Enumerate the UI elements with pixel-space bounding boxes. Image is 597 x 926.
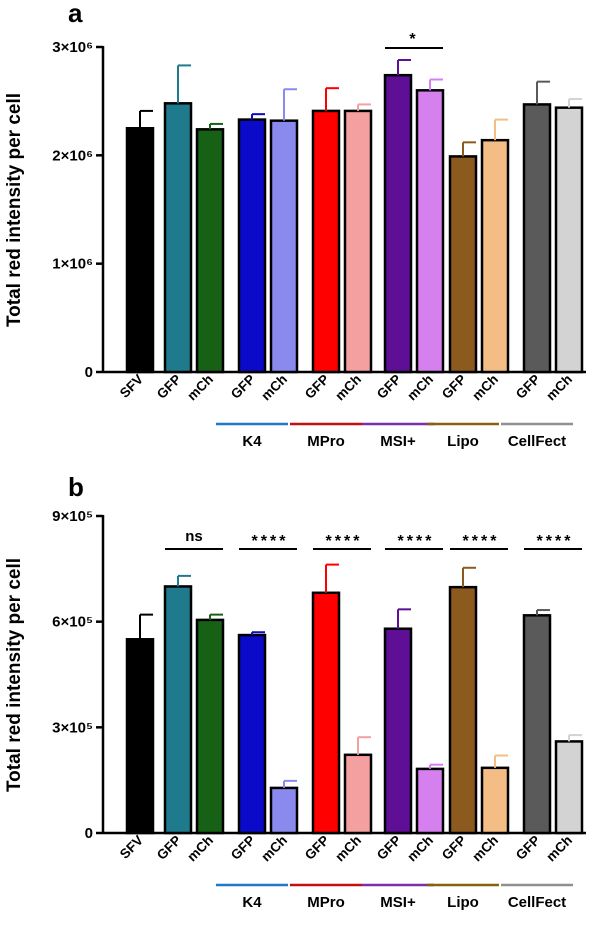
x-tick-label: mCh	[543, 372, 575, 404]
y-axis-label: Total red intensity per cell	[4, 93, 25, 327]
significance-label-0: ns	[185, 528, 203, 545]
x-tick-label: GFP	[374, 372, 404, 402]
bar-6	[343, 753, 373, 835]
y-tick-label: 0	[85, 364, 93, 381]
bar-6	[343, 109, 373, 374]
group-label-1: MPro	[307, 433, 345, 450]
x-tick-label: mCh	[404, 833, 436, 865]
bar-10	[480, 138, 510, 374]
panel-b-letter: b	[68, 472, 84, 502]
bar-4	[269, 786, 299, 835]
y-tick-label: 1×10⁶	[52, 256, 93, 273]
group-label-4: CellFect	[508, 433, 566, 450]
group-label-3: Lipo	[447, 894, 479, 911]
y-tick-label: 3×10⁵	[52, 719, 93, 736]
bar-7	[383, 627, 413, 835]
bar-11	[522, 614, 552, 835]
group-label-1: MPro	[307, 894, 345, 911]
x-tick-label: GFP	[302, 372, 332, 402]
group-label-0: K4	[242, 433, 262, 450]
x-tick-label: GFP	[439, 372, 469, 402]
bar-7	[383, 73, 413, 374]
x-tick-label: GFP	[154, 372, 184, 402]
x-tick-label: GFP	[302, 833, 332, 863]
bar-9	[448, 155, 478, 374]
x-tick-label: mCh	[469, 833, 501, 865]
x-tick-label: mCh	[332, 372, 364, 404]
x-tick-label: mCh	[258, 372, 290, 404]
x-tick-label: GFP	[374, 833, 404, 863]
y-tick-label: 3×10⁶	[52, 39, 93, 56]
x-tick-label: GFP	[228, 372, 258, 402]
x-tick-label: GFP	[439, 833, 469, 863]
y-tick-label: 2×10⁶	[52, 147, 93, 164]
bar-10	[480, 766, 510, 835]
panel-a-chart: a Total red intensity per cell 0 1×10⁶ 2×10…	[4, 0, 586, 450]
bar-0	[125, 127, 155, 374]
x-tick-label: mCh	[543, 833, 575, 865]
bar-5	[311, 109, 341, 374]
panel-b-chart: b Total red intensity per cell 0 3×10⁵ 6×10…	[4, 472, 586, 911]
x-tick-label: GFP	[513, 372, 543, 402]
group-label-2: MSI+	[380, 433, 416, 450]
bar-11	[522, 103, 552, 374]
significance-label-3: ****	[398, 533, 435, 550]
y-tick-label: 6×10⁵	[52, 614, 93, 631]
x-tick-label: mCh	[184, 833, 216, 865]
y-tick-label: 9×10⁵	[52, 508, 93, 525]
x-tick-label: GFP	[513, 833, 543, 863]
group-label-4: CellFect	[508, 894, 566, 911]
significance-label-4: ****	[463, 533, 500, 550]
bar-9	[448, 585, 478, 835]
bar-3	[237, 633, 267, 835]
x-tick-label: mCh	[332, 833, 364, 865]
bar-8	[415, 767, 445, 835]
bar-5	[311, 591, 341, 835]
x-tick-label: GFP	[228, 833, 258, 863]
bar-12	[554, 740, 584, 835]
y-axis-label: Total red intensity per cell	[4, 558, 25, 792]
bar-2	[195, 618, 225, 835]
x-tick-label: SFV	[117, 372, 146, 401]
bar-3	[237, 118, 267, 374]
x-tick-label: SFV	[117, 833, 146, 862]
x-tick-label: mCh	[184, 372, 216, 404]
bar-2	[195, 128, 225, 374]
group-label-0: K4	[242, 894, 262, 911]
x-tick-label: mCh	[258, 833, 290, 865]
bar-0	[125, 638, 155, 835]
bar-1	[163, 585, 193, 835]
y-tick-label: 0	[85, 825, 93, 842]
group-label-2: MSI+	[380, 894, 416, 911]
bar-8	[415, 89, 445, 374]
x-tick-label: mCh	[404, 372, 436, 404]
panel-a-letter: a	[68, 0, 83, 28]
significance-label-0: *	[409, 31, 418, 48]
group-label-3: Lipo	[447, 433, 479, 450]
significance-label-1: ****	[252, 533, 289, 550]
significance-label-5: ****	[537, 533, 574, 550]
x-tick-label: GFP	[154, 833, 184, 863]
bar-12	[554, 106, 584, 374]
bar-4	[269, 119, 299, 374]
bar-1	[163, 102, 193, 374]
x-tick-label: mCh	[469, 372, 501, 404]
significance-label-2: ****	[326, 533, 363, 550]
